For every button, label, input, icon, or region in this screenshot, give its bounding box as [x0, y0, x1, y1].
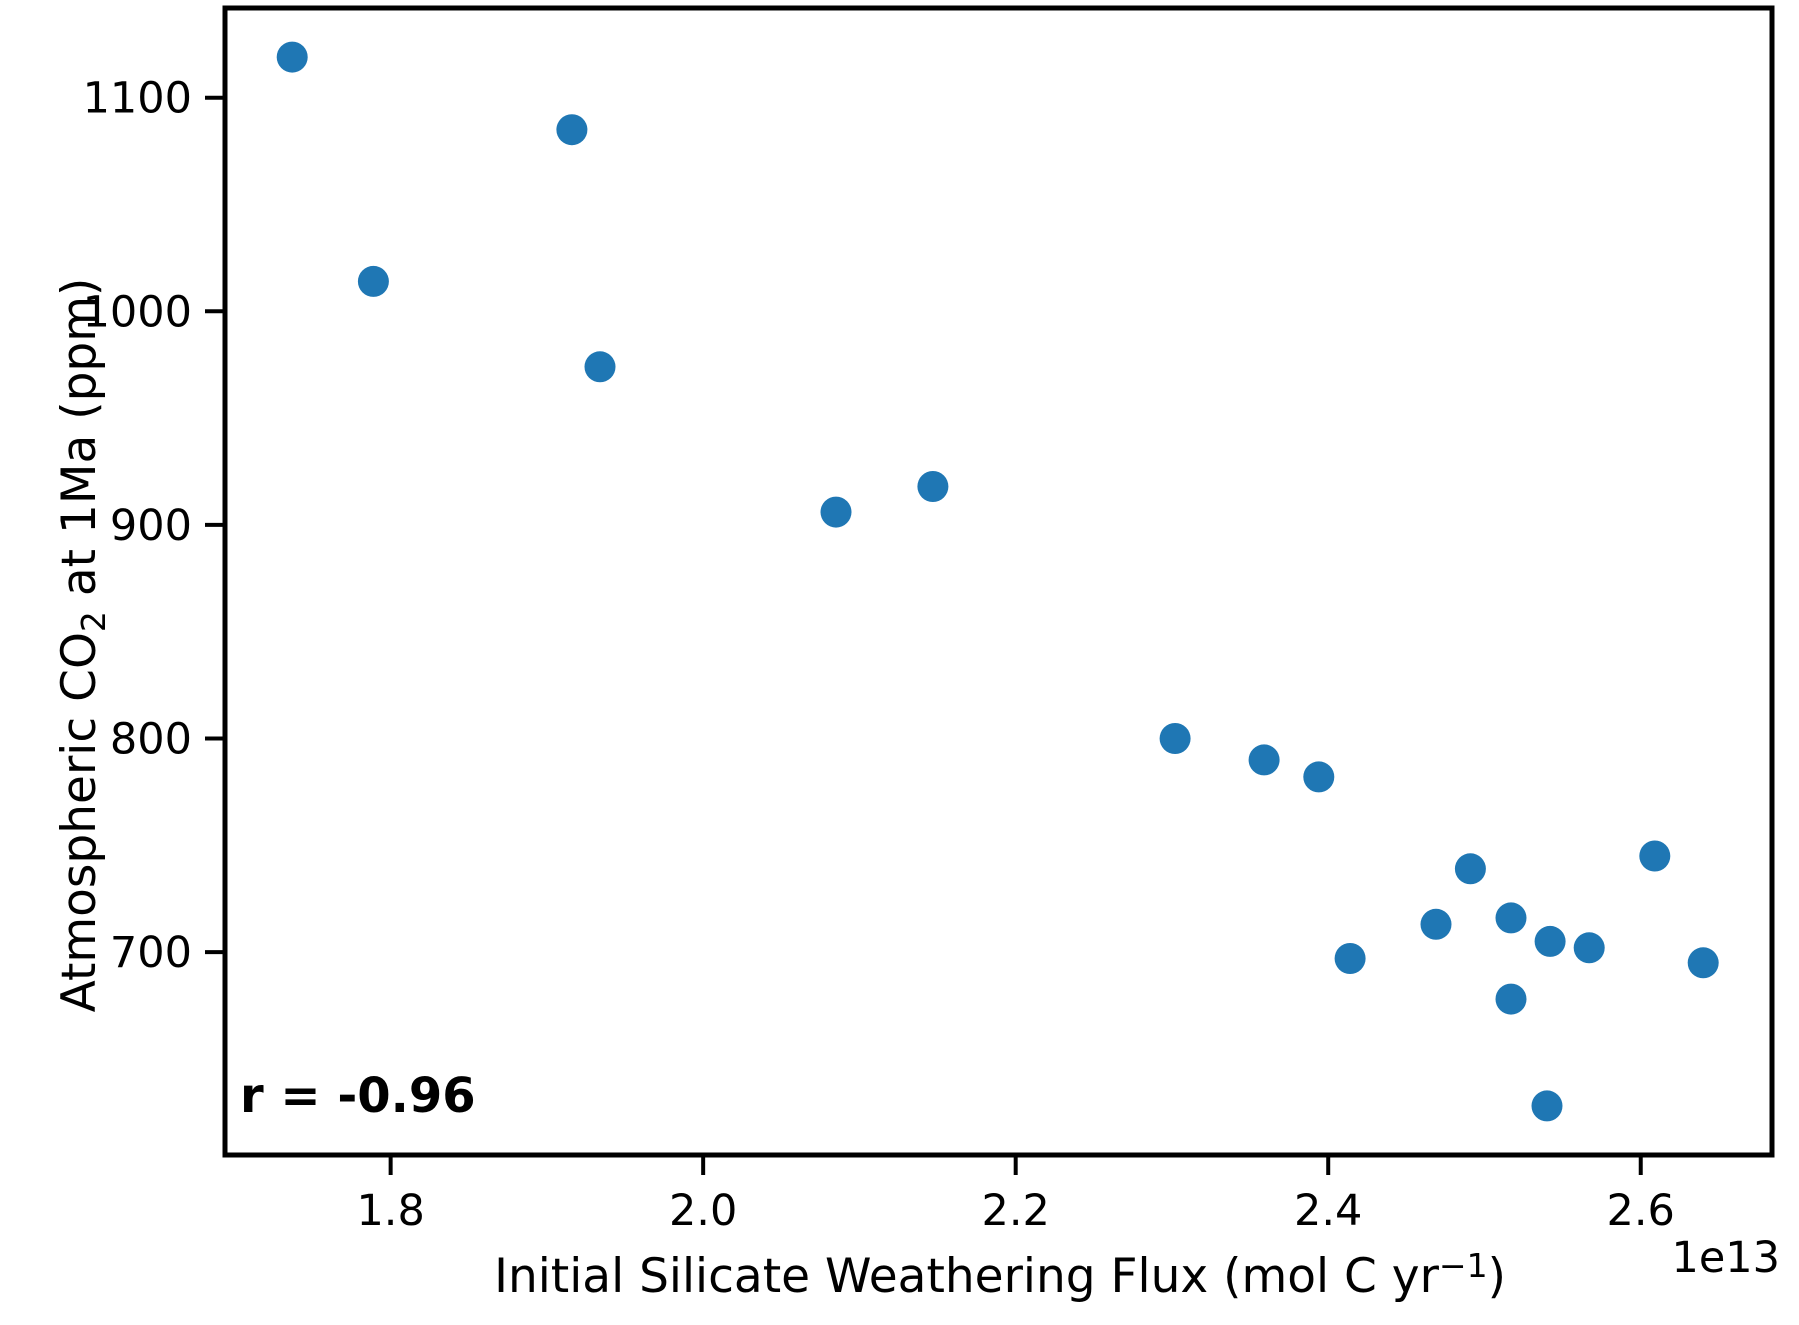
correlation-annotation: r = -0.96 [240, 1068, 476, 1124]
data-point [1534, 925, 1566, 957]
y-axis-ticks: 1100 1000 900 800 700 [83, 74, 225, 978]
x-axis-label-superscript: −1 [1439, 1246, 1488, 1285]
y-tick-label: 700 [110, 928, 192, 978]
y-axis-label: Atmospheric CO2 at 1Ma (ppm) [52, 278, 113, 1013]
data-point [820, 496, 852, 528]
data-point [584, 351, 616, 383]
data-point [276, 41, 308, 73]
x-axis-label: Initial Silicate Weathering Flux (mol C … [494, 1246, 1506, 1304]
data-point [1334, 943, 1366, 974]
data-point [1248, 744, 1280, 776]
y-axis-label-post: at 1Ma (ppm) [52, 278, 107, 611]
x-tick-label: 1.8 [356, 1186, 424, 1236]
data-point [556, 114, 588, 146]
scatter-points [276, 41, 1719, 1122]
x-tick-label: 2.0 [669, 1186, 737, 1236]
y-tick-label: 1100 [83, 74, 192, 124]
x-axis-label-main: Initial Silicate Weathering Flux (mol C … [494, 1249, 1440, 1304]
x-tick-label: 2.4 [1294, 1186, 1362, 1236]
data-point [1495, 983, 1527, 1015]
y-tick-label: 1000 [83, 287, 192, 337]
data-point [1639, 840, 1671, 872]
data-point [917, 471, 949, 502]
data-point [1495, 902, 1527, 934]
data-point [1687, 947, 1719, 979]
y-tick-label: 900 [110, 501, 192, 551]
data-point [1454, 853, 1486, 885]
data-point [357, 265, 389, 297]
plot-border [222, 5, 1775, 1158]
x-axis-label-close: ) [1488, 1249, 1506, 1304]
y-tick-label: 800 [110, 714, 192, 764]
y-axis-label-pre: Atmospheric CO [52, 632, 107, 1012]
x-tick-label: 2.6 [1607, 1186, 1675, 1236]
y-axis-label-subscript: 2 [74, 611, 113, 632]
data-point [1420, 908, 1452, 940]
x-axis-ticks: 1.8 2.0 2.2 2.4 2.6 [356, 1155, 1675, 1236]
data-point [1531, 1090, 1563, 1122]
data-point [1573, 932, 1605, 964]
x-tick-label: 2.2 [981, 1186, 1049, 1236]
x-axis-offset-label: 1e13 [1671, 1233, 1780, 1283]
data-point [1303, 761, 1335, 793]
data-point [1159, 723, 1191, 754]
